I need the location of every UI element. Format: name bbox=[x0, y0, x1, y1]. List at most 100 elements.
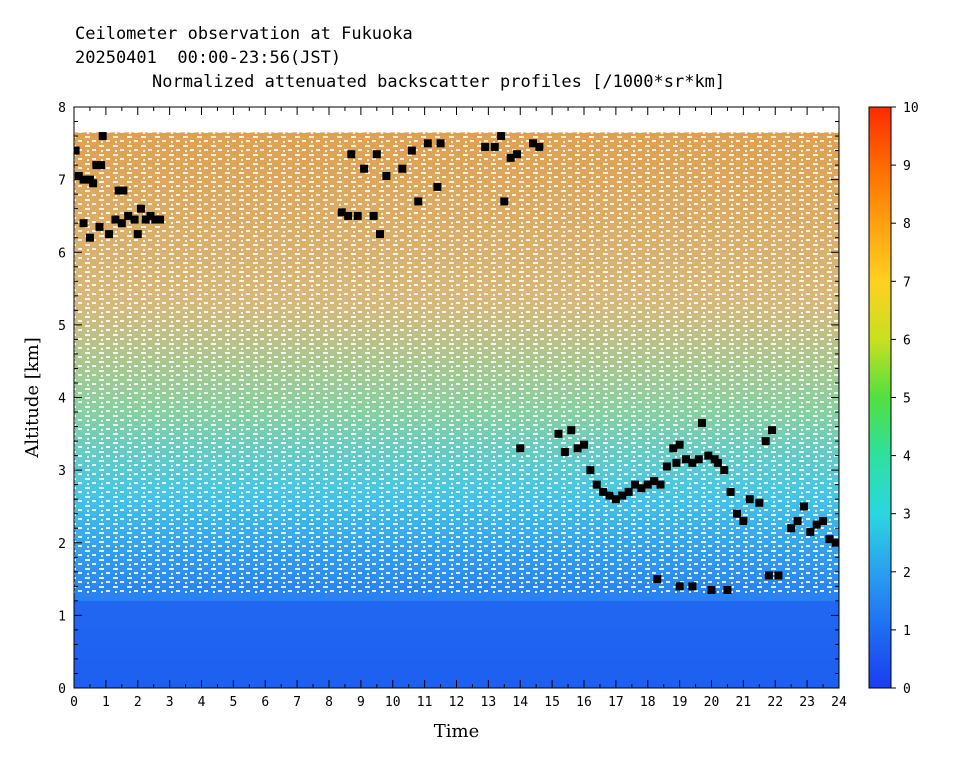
cloud-base-marker bbox=[490, 142, 499, 151]
cloud-base-marker bbox=[643, 480, 652, 489]
cloud-base-marker bbox=[812, 520, 821, 529]
x-tick-label: 17 bbox=[608, 695, 624, 710]
cloud-base-marker bbox=[74, 171, 83, 180]
x-tick-label: 23 bbox=[799, 695, 815, 710]
cloud-base-marker bbox=[156, 215, 165, 224]
cloud-base-marker bbox=[130, 215, 139, 224]
colorbar: 0 1 2 3 4 5 6 7 8 9 10 bbox=[868, 101, 919, 697]
x-tick-label: 6 bbox=[261, 695, 269, 710]
cloud-base-marker bbox=[825, 535, 834, 544]
x-tick-label: 9 bbox=[357, 695, 365, 710]
x-tick-label: 22 bbox=[767, 695, 783, 710]
cloud-base-marker bbox=[586, 466, 595, 475]
cloud-base-marker bbox=[92, 161, 101, 170]
x-tick-label: 7 bbox=[293, 695, 301, 710]
x-tick-label: 20 bbox=[704, 695, 720, 710]
cloud-base-marker bbox=[675, 440, 684, 449]
cloud-base-marker bbox=[662, 462, 671, 471]
colorbar-tick-label: 9 bbox=[903, 159, 911, 174]
cloud-base-marker bbox=[79, 175, 88, 184]
x-tick-label: 4 bbox=[198, 695, 206, 710]
cloud-base-marker bbox=[119, 186, 128, 195]
x-tick-label: 24 bbox=[831, 695, 847, 710]
cloud-base-marker bbox=[79, 219, 88, 228]
y-tick-label: 7 bbox=[58, 174, 66, 189]
y-axis-label: Altitude [km] bbox=[22, 337, 43, 459]
cloud-base-marker bbox=[497, 132, 506, 141]
cloud-base-marker bbox=[694, 455, 703, 464]
cloud-base-marker bbox=[656, 480, 665, 489]
cloud-base-marker bbox=[592, 480, 601, 489]
y-tick-label: 0 bbox=[58, 682, 66, 697]
x-tick-label: 1 bbox=[102, 695, 110, 710]
colorbar-tick-label: 10 bbox=[903, 101, 919, 116]
cloud-base-marker bbox=[653, 575, 662, 584]
cloud-base-marker bbox=[774, 571, 783, 580]
boundary-layer bbox=[74, 600, 839, 688]
cloud-base-marker bbox=[513, 150, 522, 159]
y-tick-label: 5 bbox=[58, 319, 66, 334]
cloud-base-marker bbox=[506, 153, 515, 162]
x-tick-label: 14 bbox=[512, 695, 528, 710]
cloud-base-marker bbox=[481, 142, 490, 151]
cloud-base-marker bbox=[650, 477, 659, 486]
cloud-base-marker bbox=[372, 150, 381, 159]
cloud-base-marker bbox=[739, 516, 748, 525]
cloud-base-marker bbox=[755, 498, 764, 507]
cloud-base-marker bbox=[682, 455, 690, 464]
x-tick-label: 5 bbox=[229, 695, 237, 710]
cloud-base-marker bbox=[733, 509, 741, 518]
cloud-base-marker bbox=[793, 516, 802, 525]
colorbar-tick-label: 2 bbox=[903, 566, 911, 581]
cloud-base-marker bbox=[713, 458, 722, 467]
cloud-base-marker bbox=[567, 426, 576, 435]
cloud-base-marker bbox=[146, 211, 155, 220]
cloud-base-marker bbox=[764, 571, 773, 580]
colorbar-tick-label: 0 bbox=[903, 682, 911, 697]
y-tick-label: 1 bbox=[58, 609, 66, 624]
cloud-base-marker bbox=[605, 491, 614, 500]
cloud-base-marker bbox=[414, 197, 423, 206]
cloud-base-marker bbox=[117, 219, 126, 228]
x-axis-label: Time bbox=[434, 721, 479, 742]
x-tick-label: 10 bbox=[385, 695, 401, 710]
cloud-base-marker bbox=[819, 516, 828, 525]
cloud-base-marker bbox=[398, 164, 407, 173]
cloud-base-marker bbox=[618, 491, 627, 500]
cloud-base-marker bbox=[761, 437, 770, 446]
cloud-base-marker bbox=[669, 444, 678, 453]
plot-area bbox=[74, 132, 839, 688]
cloud-base-marker bbox=[97, 161, 106, 170]
cloud-base-marker bbox=[806, 527, 815, 536]
cloud-base-marker bbox=[624, 487, 633, 496]
cloud-base-marker bbox=[688, 458, 697, 467]
cloud-base-marker bbox=[720, 466, 729, 475]
cloud-base-marker bbox=[554, 429, 563, 438]
cloud-base-marker bbox=[433, 182, 442, 191]
cloud-base-marker bbox=[688, 582, 697, 591]
x-tick-label: 12 bbox=[449, 695, 465, 710]
cloud-base-marker bbox=[347, 150, 356, 159]
x-tick-label: 0 bbox=[70, 695, 78, 710]
cloud-base-marker bbox=[407, 146, 416, 155]
cloud-base-marker bbox=[85, 233, 94, 242]
colorbar-scale bbox=[868, 106, 892, 689]
cloud-base-marker bbox=[704, 451, 713, 460]
cloud-base-marker bbox=[707, 585, 716, 594]
cloud-base-marker bbox=[723, 585, 732, 594]
y-tick-label: 4 bbox=[58, 392, 66, 407]
cloud-base-marker bbox=[672, 458, 681, 467]
axes: 0 1 2 3 4 5 6 7 8 9 10 11 12 13 14 15 16 17 18 19 20 21 22 23 24… bbox=[22, 101, 847, 742]
cloud-base-marker bbox=[114, 186, 123, 195]
x-tick-label: 21 bbox=[736, 695, 752, 710]
cloud-base-marker bbox=[344, 211, 353, 220]
noise-texture bbox=[74, 132, 839, 594]
cloud-base-marker bbox=[787, 524, 796, 533]
x-tick-label: 11 bbox=[417, 695, 433, 710]
x-tick-label: 8 bbox=[325, 695, 333, 710]
cloud-base-marker bbox=[360, 164, 369, 173]
cloud-base-marker bbox=[111, 215, 120, 224]
cloud-base-marker bbox=[799, 502, 808, 511]
x-tick-label: 16 bbox=[576, 695, 592, 710]
